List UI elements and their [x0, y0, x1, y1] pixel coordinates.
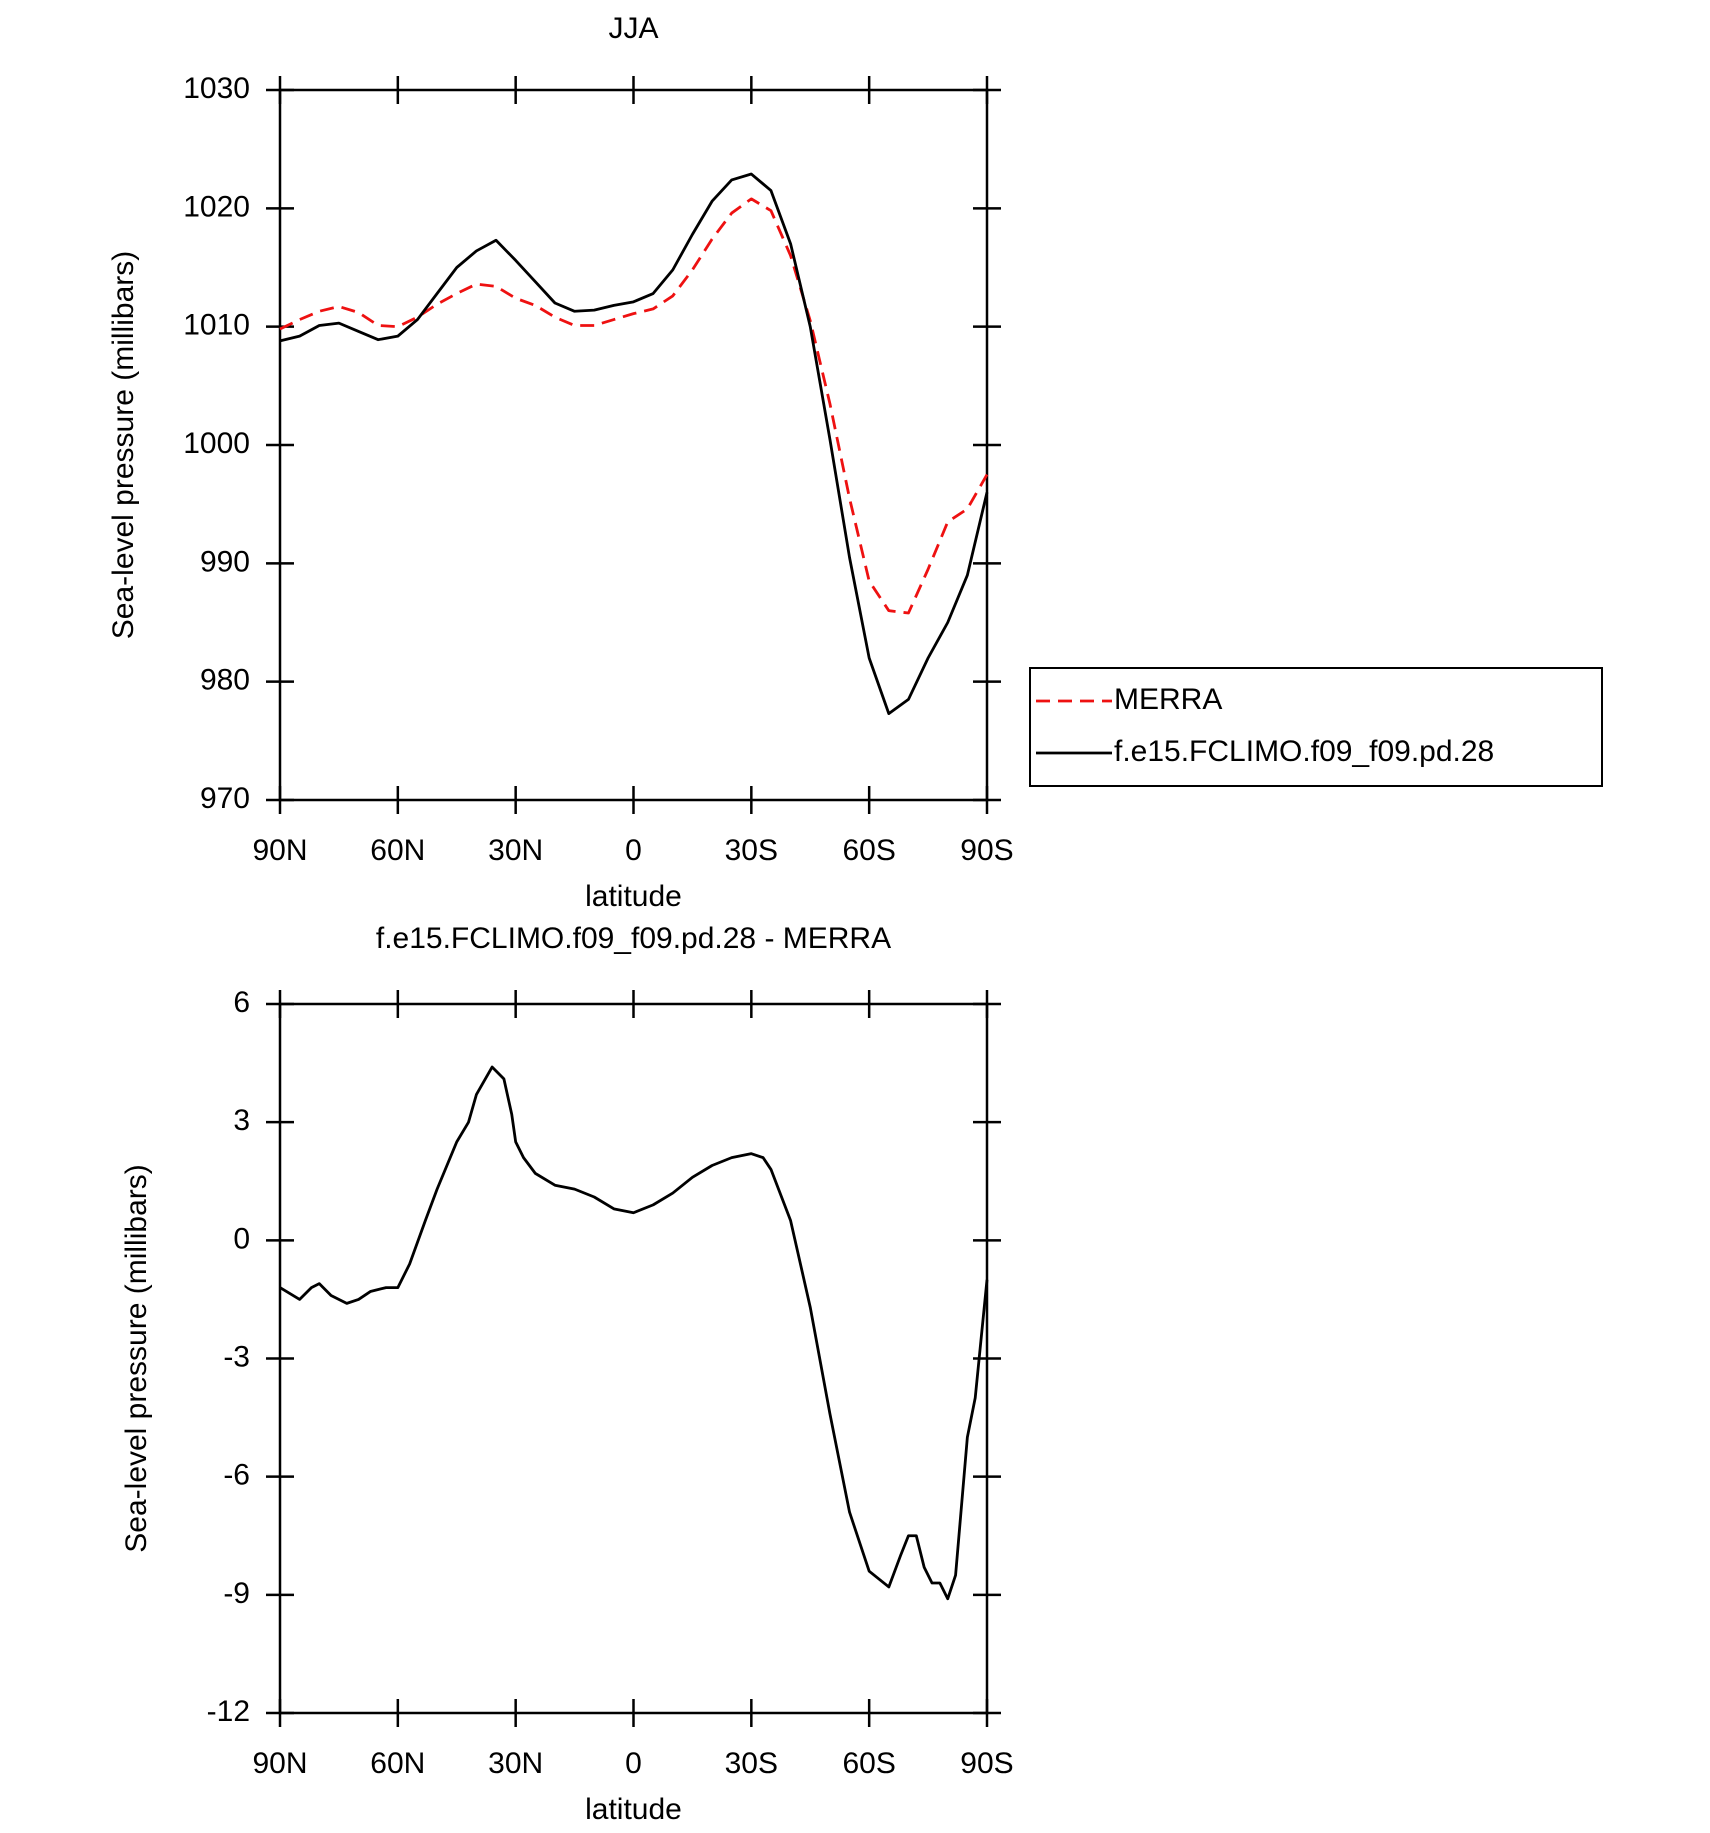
data-line: [279, 1065, 989, 1601]
x-tick-label: 60N: [370, 834, 425, 867]
legend-label: MERRA: [1114, 683, 1222, 716]
y-tick-label: -9: [223, 1577, 250, 1610]
x-tick-label: 30N: [488, 1747, 543, 1780]
y-tick-label: 6: [233, 986, 250, 1019]
chart: JJA latitude Sea-level pressure (millibars…: [107, 12, 1603, 913]
x-tick-label: 30S: [725, 834, 778, 867]
y-tick-label: 0: [233, 1222, 250, 1255]
y-tick-label: 980: [200, 664, 250, 697]
x-tick-label: 90N: [252, 834, 307, 867]
x-tick-label: 0: [625, 834, 642, 867]
x-tick-label: 90S: [960, 834, 1013, 867]
y-tick-label: 970: [200, 782, 250, 815]
x-axis-label: latitude: [585, 1793, 682, 1826]
x-tick-label: 60N: [370, 1747, 425, 1780]
y-tick-label: 1010: [183, 309, 250, 342]
x-tick-label: 30S: [725, 1747, 778, 1780]
y-tick-label: 1030: [183, 72, 250, 105]
x-tick-label: 60S: [842, 1747, 895, 1780]
y-tick-label: -6: [223, 1459, 250, 1492]
data-line: [279, 172, 989, 716]
x-tick-label: 0: [625, 1747, 642, 1780]
x-tick-label: 30N: [488, 834, 543, 867]
legend-box: [1029, 667, 1603, 787]
y-tick-label: -3: [223, 1340, 250, 1373]
y-axis-label: Sea-level pressure (millibars): [120, 1164, 153, 1552]
chart: f.e15.FCLIMO.f09_f09.pd.28 - MERRA latitu…: [120, 922, 1014, 1826]
data-line: [279, 197, 989, 615]
chart-title: JJA: [608, 12, 658, 45]
legend-label: f.e15.FCLIMO.f09_f09.pd.28: [1114, 735, 1494, 768]
y-axis-label: Sea-level pressure (millibars): [107, 251, 140, 639]
y-tick-label: 1020: [183, 190, 250, 223]
x-tick-label: 90S: [960, 1747, 1013, 1780]
plot-frame: [278, 1002, 989, 1715]
y-tick-label: -12: [207, 1695, 250, 1728]
x-axis-label: latitude: [585, 880, 682, 913]
y-tick-label: 3: [233, 1104, 250, 1137]
x-tick-label: 90N: [252, 1747, 307, 1780]
chart-title: f.e15.FCLIMO.f09_f09.pd.28 - MERRA: [376, 922, 891, 955]
x-tick-label: 60S: [842, 834, 895, 867]
y-tick-label: 990: [200, 545, 250, 578]
y-tick-label: 1000: [183, 427, 250, 460]
